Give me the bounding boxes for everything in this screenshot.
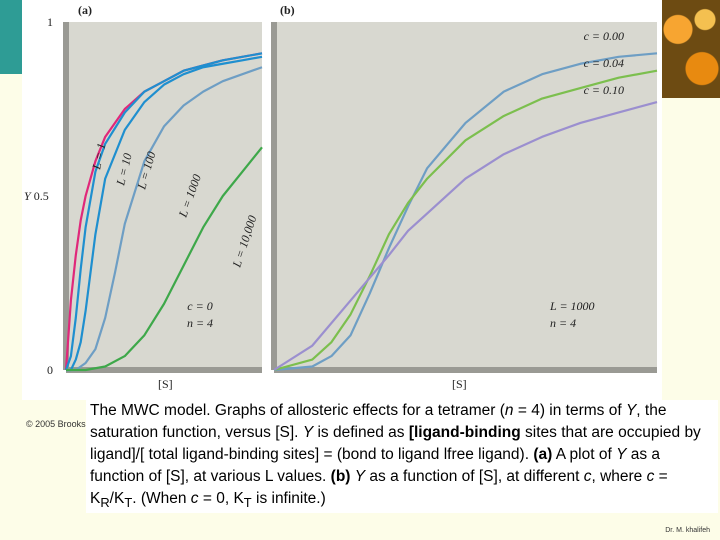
caption-subscript: R — [100, 495, 110, 511]
caption-text: A plot of — [552, 446, 617, 463]
caption-subscript: T — [124, 495, 133, 511]
series-label: c = 0.00 — [584, 29, 624, 43]
caption-italic: Y — [302, 424, 314, 441]
caption-italic: c — [583, 468, 592, 485]
caption-italic: c — [190, 490, 199, 507]
caption-text: The MWC model. Graphs of allosteric effe… — [90, 402, 505, 419]
chart-annotation: n = 4 — [550, 316, 576, 330]
caption-text: sites that are occupied by ligand]/[ tot… — [90, 424, 701, 463]
caption-text: , where — [591, 468, 647, 485]
series-line — [66, 55, 263, 372]
series-line — [66, 146, 263, 372]
plot-area — [274, 22, 657, 370]
y-tick-label: 1 — [47, 15, 53, 29]
caption-italic: Y — [616, 446, 627, 463]
series-line — [273, 52, 658, 372]
caption-italic: Y — [354, 468, 366, 485]
x-axis-label: [S] — [452, 377, 467, 391]
copyright-text: © 2005 Brooks — [26, 419, 86, 429]
panel-label: (b) — [280, 3, 295, 17]
series-line — [64, 52, 263, 371]
caption-text: = K — [90, 468, 668, 507]
caption-bold: [ligand-binding — [408, 424, 521, 441]
caption-text: as a function of [S], at various L value… — [90, 446, 661, 485]
caption-text: is infinite.) — [251, 490, 326, 507]
caption-italic: c — [646, 468, 655, 485]
series-label: L = 1 — [89, 142, 108, 172]
chart-annotation: c = 0 — [187, 299, 212, 313]
panel-b: (b) [S] c = 0.00 c = 0.04 c = 0.10 L = 1000 n … — [271, 3, 658, 391]
caption-text: = 0, K — [198, 490, 244, 507]
series-label: c = 0.04 — [584, 56, 624, 70]
y-axis-label: Y — [24, 189, 34, 203]
caption-text: as a function of [S], at different — [365, 468, 584, 485]
y-tick-label: Y 0.5 — [24, 189, 49, 203]
chart-annotation: L = 1000 — [549, 299, 595, 313]
fruit-photo — [660, 0, 720, 98]
plot-area — [66, 22, 262, 370]
caption-text: /K — [109, 490, 125, 507]
series-label: c = 0.10 — [584, 83, 624, 97]
caption-text: . (When — [132, 490, 191, 507]
y-tick-value: 0.5 — [34, 189, 49, 203]
caption-text: is defined as — [313, 424, 409, 441]
figure-caption: The MWC model. Graphs of allosteric effe… — [86, 400, 718, 513]
series-line — [273, 69, 658, 372]
caption-bold: (b) — [330, 468, 351, 485]
caption-italic: Y — [625, 402, 637, 419]
x-axis-label: [S] — [158, 377, 173, 391]
caption-text: = 4) in terms of — [513, 402, 626, 419]
caption-bold: (a) — [533, 446, 553, 463]
series-line — [66, 66, 263, 372]
panel-label: (a) — [78, 3, 92, 17]
caption-text: , the saturation function, versus [S]. — [90, 402, 667, 441]
caption-subscript: T — [243, 495, 252, 511]
caption-italic: n — [504, 402, 514, 419]
chart-annotation: n = 4 — [187, 316, 213, 330]
author-credit: Dr. M. khalifeh — [665, 527, 710, 534]
y-tick-label: 0 — [47, 363, 53, 377]
series-line — [273, 100, 658, 371]
